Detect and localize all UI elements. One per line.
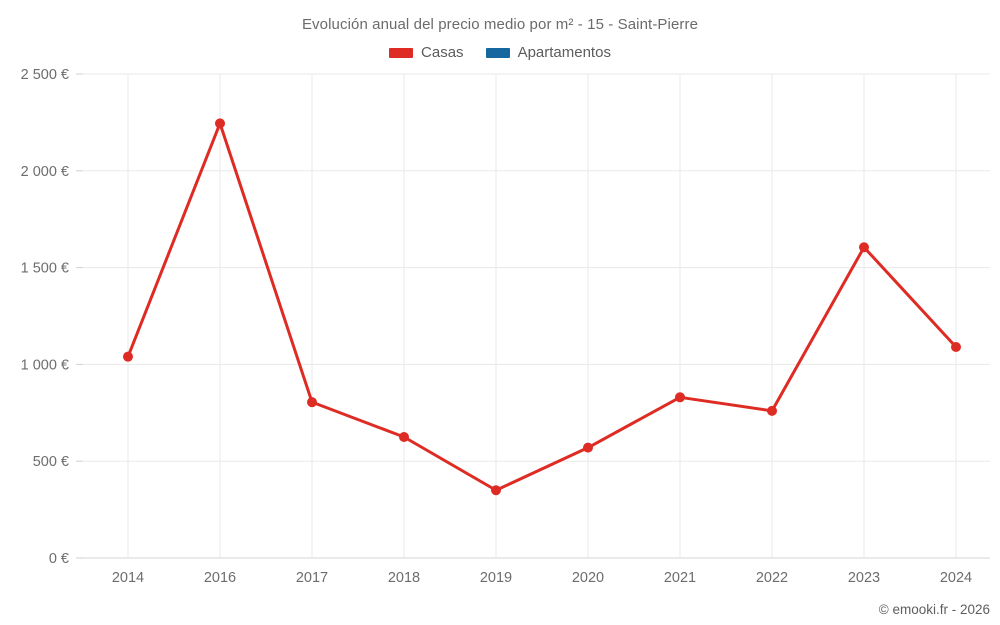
y-tick-label: 500 €: [33, 454, 69, 470]
y-tick-label: 2 500 €: [21, 67, 69, 83]
data-point[interactable]: [399, 432, 409, 442]
x-tick-label: 2022: [756, 570, 788, 586]
x-gridlines: [83, 74, 990, 559]
x-tick-label: 2023: [848, 570, 880, 586]
y-tick-label: 1 500 €: [21, 261, 69, 277]
x-tick-label: 2020: [572, 570, 604, 586]
x-tick-label: 2014: [112, 570, 144, 586]
data-point[interactable]: [583, 442, 593, 453]
data-point[interactable]: [307, 397, 317, 408]
x-tick-label: 2021: [664, 570, 696, 586]
legend-label-casas: Casas: [421, 44, 464, 61]
data-point[interactable]: [491, 485, 501, 496]
data-point[interactable]: [767, 405, 777, 416]
chart-legend: Casas Apartamentos: [0, 44, 1000, 61]
data-point[interactable]: [859, 242, 869, 253]
legend-swatch-apartamentos: [485, 47, 510, 58]
y-tick-label: 1 000 €: [21, 357, 69, 373]
x-tick-label: 2024: [940, 570, 972, 586]
y-tick-label: 0 €: [49, 551, 69, 567]
x-tick-label: 2018: [388, 570, 420, 586]
y-axis-tick-labels: 0 € 500 € 1 000 € 1 500 € 2 000 € 2 500 €: [21, 67, 69, 567]
x-tick-label: 2019: [480, 570, 512, 586]
copyright-credit: © emooki.fr - 2026: [878, 602, 990, 617]
legend-swatch-casas: [389, 47, 414, 58]
series-data-points: [123, 118, 961, 496]
legend-label-apartamentos: Apartamentos: [517, 44, 611, 61]
y-tick-label: 2 000 €: [21, 164, 69, 180]
data-point[interactable]: [675, 392, 685, 403]
legend-item-casas[interactable]: Casas: [389, 44, 464, 61]
x-tick-label: 2017: [296, 570, 328, 586]
series-lines: [126, 121, 958, 492]
y-gridlines: [76, 73, 990, 559]
data-point[interactable]: [215, 118, 225, 129]
data-point[interactable]: [123, 351, 133, 362]
legend-item-apartamentos[interactable]: Apartamentos: [485, 44, 611, 61]
x-axis-tick-labels: 2014 2016 2017 2018 2019 2020 2021 2022 2023 2024: [112, 570, 972, 586]
data-point[interactable]: [951, 341, 961, 352]
series-line-casas: [126, 121, 958, 492]
chart-title: Evolución anual del precio medio por m² …: [301, 16, 699, 33]
x-tick-label: 2016: [204, 570, 236, 586]
